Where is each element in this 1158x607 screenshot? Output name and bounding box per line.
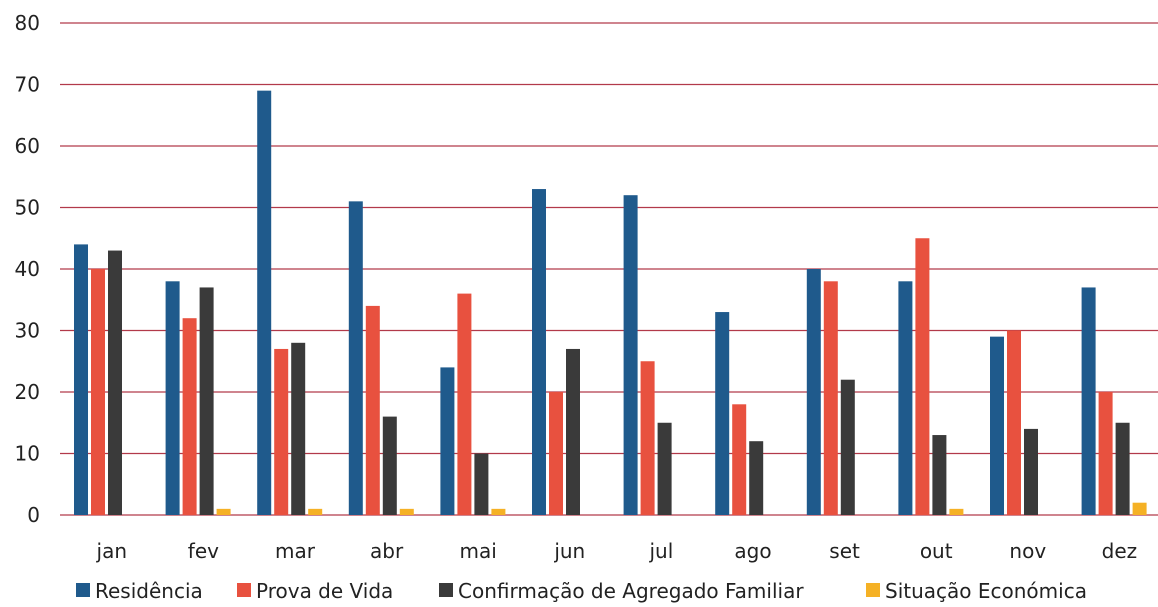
legend-item: Prova de Vida xyxy=(237,579,393,603)
legend-item: Confirmação de Agregado Familiar xyxy=(439,579,804,603)
legend-item: Situação Económica xyxy=(866,579,1087,603)
bar-out-series-0 xyxy=(898,281,913,515)
bar-jul-series-2 xyxy=(657,422,672,515)
bar-abr-series-0 xyxy=(348,201,363,515)
x-tick-label: mar xyxy=(275,539,316,563)
bar-fev-series-1 xyxy=(182,318,197,515)
x-tick-label: jan xyxy=(96,539,128,563)
x-tick-label: dez xyxy=(1102,539,1138,563)
bar-dez-series-1 xyxy=(1098,392,1113,515)
legend-item: Residência xyxy=(76,579,203,603)
x-tick-label: out xyxy=(920,539,953,563)
y-tick-label: 60 xyxy=(15,134,40,158)
bar-mar-series-3 xyxy=(308,508,323,515)
x-tick-label: mai xyxy=(460,539,497,563)
bar-ago-series-0 xyxy=(715,312,730,515)
bar-nov-series-0 xyxy=(990,336,1004,515)
bar-fev-series-0 xyxy=(165,281,180,515)
x-axis-ticks: jan fev mar abr mai jun jul ago set out nov dez xyxy=(96,539,1138,563)
y-axis-ticks: 0 10 20 30 40 50 60 70 80 xyxy=(15,11,40,527)
bar-set-series-0 xyxy=(806,269,821,515)
y-tick-label: 0 xyxy=(27,503,40,527)
bar-ago-series-2 xyxy=(749,441,764,515)
bar-dez-series-2 xyxy=(1115,422,1130,515)
bar-mar-series-2 xyxy=(291,342,306,515)
x-tick-label: abr xyxy=(370,539,404,563)
bar-jul-series-1 xyxy=(640,361,655,515)
bar-jan-series-2 xyxy=(108,250,122,516)
x-tick-label: ago xyxy=(734,539,771,563)
y-tick-label: 50 xyxy=(15,196,40,220)
bar-dez-series-0 xyxy=(1081,287,1096,515)
bar-abr-series-1 xyxy=(365,305,380,515)
bar-set-series-1 xyxy=(823,281,838,515)
y-tick-label: 70 xyxy=(15,73,40,97)
y-tick-label: 40 xyxy=(15,257,40,281)
bars xyxy=(74,90,1147,516)
bar-ago-series-1 xyxy=(732,404,747,515)
legend-swatch xyxy=(439,583,453,597)
y-tick-label: 20 xyxy=(15,380,40,404)
bar-mai-series-0 xyxy=(440,367,455,515)
bar-set-series-2 xyxy=(840,379,855,515)
legend-label: Confirmação de Agregado Familiar xyxy=(458,579,804,603)
legend-label: Situação Económica xyxy=(885,579,1087,603)
x-tick-label: jun xyxy=(553,539,585,563)
y-tick-label: 10 xyxy=(15,442,40,466)
y-tick-label: 30 xyxy=(15,319,40,343)
bar-mar-series-1 xyxy=(274,348,289,515)
bar-fev-series-3 xyxy=(216,508,231,515)
bar-jun-series-2 xyxy=(566,348,580,515)
bar-jun-series-0 xyxy=(532,189,546,516)
bar-jan-series-0 xyxy=(74,244,88,515)
y-tick-label: 80 xyxy=(15,11,40,35)
bar-nov-series-1 xyxy=(1007,330,1021,515)
bar-out-series-1 xyxy=(915,238,930,515)
bar-jul-series-0 xyxy=(623,195,638,515)
x-tick-label: fev xyxy=(188,539,219,563)
legend-swatch xyxy=(76,583,90,597)
bar-dez-series-3 xyxy=(1132,502,1147,515)
x-tick-label: set xyxy=(829,539,860,563)
bar-abr-series-2 xyxy=(382,416,397,515)
legend: Residência Prova de Vida Confirmação de Ag… xyxy=(76,579,1087,603)
bar-nov-series-2 xyxy=(1024,428,1038,515)
bar-out-series-3 xyxy=(949,508,964,515)
bar-jun-series-1 xyxy=(549,392,563,515)
gridlines xyxy=(60,22,1158,516)
legend-label: Residência xyxy=(95,579,203,603)
bar-fev-series-2 xyxy=(199,287,214,515)
bar-out-series-2 xyxy=(932,435,947,515)
bar-mai-series-3 xyxy=(491,508,506,515)
x-tick-label: jul xyxy=(649,539,674,563)
x-tick-label: nov xyxy=(1009,539,1046,563)
bar-mai-series-1 xyxy=(457,293,472,515)
legend-swatch xyxy=(237,583,251,597)
bar-jan-series-1 xyxy=(91,269,105,515)
bar-mar-series-0 xyxy=(257,90,272,516)
bar-mai-series-2 xyxy=(474,453,489,515)
legend-label: Prova de Vida xyxy=(256,579,393,603)
bar-abr-series-3 xyxy=(399,508,414,515)
legend-swatch xyxy=(866,583,880,597)
